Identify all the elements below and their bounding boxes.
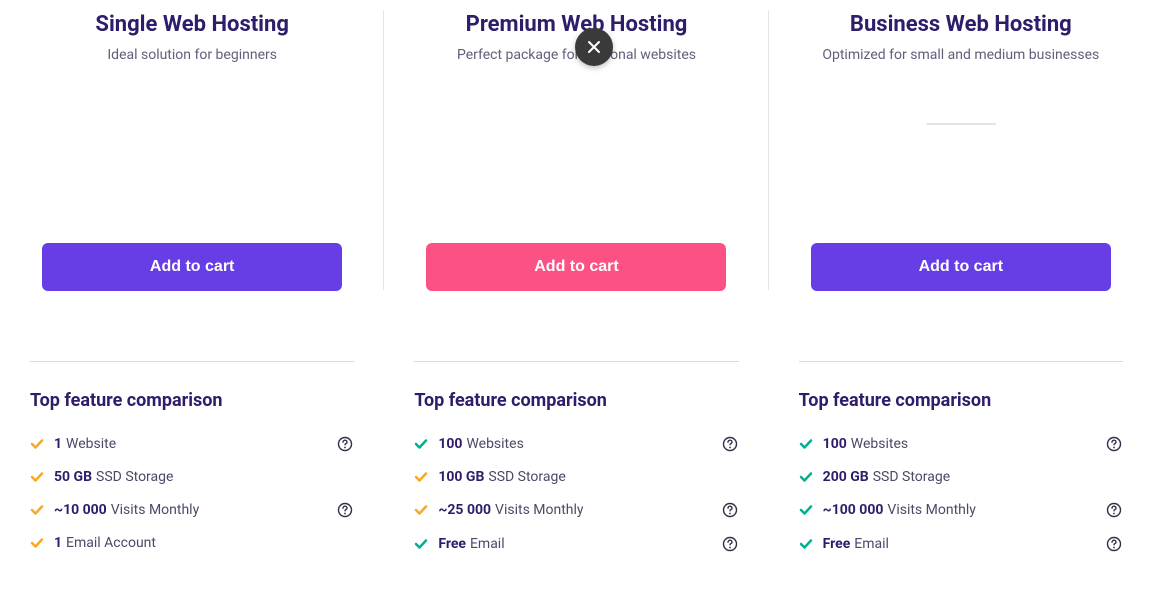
- feature-bold: ~25 000: [438, 502, 491, 518]
- check-icon: [414, 503, 428, 517]
- add-to-cart-button[interactable]: Add to cart: [811, 243, 1111, 291]
- feature-item: ~10 000Visits Monthly: [30, 501, 354, 519]
- plan-single: Single Web Hosting Ideal solution for be…: [0, 0, 384, 569]
- feature-bold: 1: [54, 535, 62, 551]
- check-icon: [799, 437, 813, 451]
- pricing-plans: Single Web Hosting Ideal solution for be…: [0, 0, 1153, 569]
- feature-item: 100Websites: [799, 435, 1123, 453]
- features-heading: Top feature comparison: [799, 390, 1123, 411]
- close-icon: [586, 39, 602, 55]
- feature-label: Website: [66, 436, 116, 452]
- section-divider: [414, 361, 738, 362]
- feature-label: Visits Monthly: [887, 502, 975, 518]
- features-heading: Top feature comparison: [414, 390, 738, 411]
- check-icon: [799, 470, 813, 484]
- help-icon[interactable]: [336, 501, 354, 519]
- help-icon[interactable]: [721, 435, 739, 453]
- feature-list: 100Websites 200 GBSSD Storage ~100 000Visi…: [799, 435, 1123, 553]
- help-icon[interactable]: [721, 535, 739, 553]
- feature-label: Email: [470, 536, 505, 552]
- check-icon: [414, 437, 428, 451]
- plan-subtitle: Ideal solution for beginners: [30, 47, 354, 63]
- feature-list: 1Website50 GBSSD Storage~10 000Visits Mo…: [30, 435, 354, 551]
- feature-item: 100 GBSSD Storage: [414, 469, 738, 485]
- feature-item: ~100 000Visits Monthly: [799, 501, 1123, 519]
- help-icon[interactable]: [721, 501, 739, 519]
- feature-label: SSD Storage: [873, 469, 950, 485]
- section-divider: [799, 361, 1123, 362]
- feature-bold: ~100 000: [823, 502, 884, 518]
- feature-label: Email: [854, 536, 889, 552]
- feature-bold: 100 GB: [438, 469, 484, 485]
- feature-label: Websites: [466, 436, 523, 452]
- check-icon: [799, 537, 813, 551]
- decorative-underline: [926, 123, 996, 125]
- help-icon[interactable]: [336, 435, 354, 453]
- feature-label: Visits Monthly: [495, 502, 583, 518]
- plan-title: Business Web Hosting: [799, 12, 1123, 37]
- feature-item: 100Websites: [414, 435, 738, 453]
- plan-title: Premium Web Hosting: [414, 12, 738, 37]
- check-icon: [30, 437, 44, 451]
- feature-bold: 50 GB: [54, 469, 92, 485]
- close-button[interactable]: [575, 28, 613, 66]
- plan-title: Single Web Hosting: [30, 12, 354, 37]
- check-icon: [414, 470, 428, 484]
- feature-bold: Free: [438, 536, 466, 552]
- check-icon: [799, 503, 813, 517]
- feature-label: SSD Storage: [488, 469, 565, 485]
- feature-item: 200 GBSSD Storage: [799, 469, 1123, 485]
- feature-item: ~25 000Visits Monthly: [414, 501, 738, 519]
- feature-list: 100Websites 100 GBSSD Storage ~25 000Visit…: [414, 435, 738, 553]
- feature-item: 50 GBSSD Storage: [30, 469, 354, 485]
- feature-item: 1Email Account: [30, 535, 354, 551]
- check-icon: [30, 503, 44, 517]
- feature-label: Visits Monthly: [111, 502, 199, 518]
- help-icon[interactable]: [1105, 501, 1123, 519]
- check-icon: [30, 536, 44, 550]
- feature-bold: Free: [823, 536, 851, 552]
- check-icon: [30, 470, 44, 484]
- help-icon[interactable]: [1105, 435, 1123, 453]
- feature-bold: 1: [54, 436, 62, 452]
- feature-label: SSD Storage: [96, 469, 173, 485]
- help-icon[interactable]: [1105, 535, 1123, 553]
- add-to-cart-button[interactable]: Add to cart: [42, 243, 342, 291]
- feature-label: Email Account: [66, 535, 156, 551]
- check-icon: [414, 537, 428, 551]
- plan-business: Business Web Hosting Optimized for small…: [769, 0, 1153, 569]
- plan-subtitle: Optimized for small and medium businesse…: [799, 47, 1123, 63]
- section-divider: [30, 361, 354, 362]
- features-heading: Top feature comparison: [30, 390, 354, 411]
- add-to-cart-button[interactable]: Add to cart: [426, 243, 726, 291]
- feature-bold: 100: [823, 436, 847, 452]
- feature-bold: 100: [438, 436, 462, 452]
- feature-item: FreeEmail: [799, 535, 1123, 553]
- feature-bold: ~10 000: [54, 502, 107, 518]
- feature-item: 1Website: [30, 435, 354, 453]
- feature-item: FreeEmail: [414, 535, 738, 553]
- plan-premium: Premium Web Hosting Perfect package for …: [384, 0, 768, 569]
- feature-label: Websites: [851, 436, 908, 452]
- feature-bold: 200 GB: [823, 469, 869, 485]
